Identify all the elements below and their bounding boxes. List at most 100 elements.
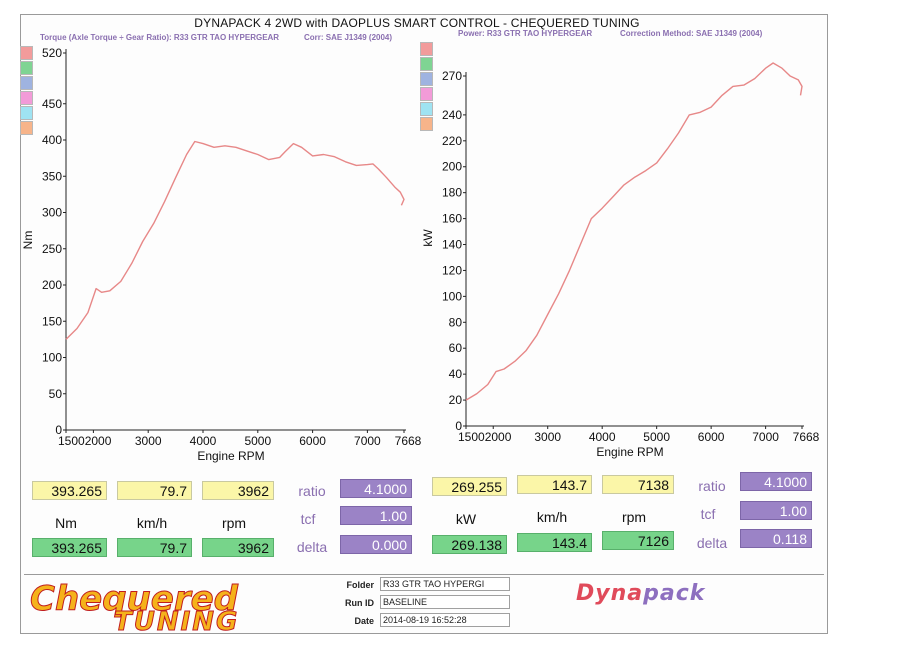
power-correction: Correction Method: SAE J1349 (2004) xyxy=(620,29,763,38)
peak-torque-value: 393.265 xyxy=(32,481,107,500)
dynapack-logo-part1: Dyna xyxy=(576,581,644,606)
y-tick-label: 160 xyxy=(442,212,462,226)
delta-value: 0.000 xyxy=(340,535,412,554)
power-legend-swatches xyxy=(420,42,433,132)
folder-value: R33 GTR TAO HYPERGI xyxy=(380,577,510,591)
y-tick-label: 220 xyxy=(442,134,462,148)
tcf-value: 1.00 xyxy=(340,506,412,525)
y-tick-label: 0 xyxy=(55,423,62,437)
y-tick-label: 180 xyxy=(442,186,462,200)
y-tick-label: 20 xyxy=(449,393,463,407)
run-id-value: BASELINE xyxy=(380,595,510,609)
y-tick-label: 450 xyxy=(42,97,62,111)
ratio-value: 4.1000 xyxy=(740,472,812,491)
report-footer: Chequered TUNING Folder R33 GTR TAO HYPE… xyxy=(24,574,824,638)
legend-swatch xyxy=(20,76,33,90)
peak-power-speed: 143.7 xyxy=(517,475,592,494)
y-tick-label: 350 xyxy=(42,169,62,183)
logo-text-bottom: TUNING xyxy=(113,607,240,638)
x-tick-label: 3000 xyxy=(534,430,561,444)
legend-swatch xyxy=(420,57,433,71)
date-label: Date xyxy=(354,616,374,626)
current-power-speed: 143.4 xyxy=(517,533,592,552)
unit-rpm: rpm xyxy=(221,515,247,531)
x-tick-label: 6000 xyxy=(299,434,326,448)
current-torque-value: 393.265 xyxy=(32,538,107,557)
tcf-value: 1.00 xyxy=(740,501,812,520)
x-tick-label: 7000 xyxy=(354,434,381,448)
current-torque-rpm: 3962 xyxy=(202,538,274,557)
unit-kw: kW xyxy=(455,511,477,527)
y-tick-label: 400 xyxy=(42,133,62,147)
x-tick-label: 4000 xyxy=(589,430,616,444)
legend-swatch xyxy=(20,91,33,105)
legend-swatch xyxy=(20,61,33,75)
x-tick-label: 5000 xyxy=(643,430,670,444)
dynapack-logo: Dynapack xyxy=(576,581,705,606)
current-torque-speed: 79.7 xyxy=(117,538,192,557)
ratio-value: 4.1000 xyxy=(340,479,412,498)
dynapack-logo-part2: pack xyxy=(643,581,706,606)
peak-torque-rpm: 3962 xyxy=(202,481,274,500)
legend-swatch xyxy=(420,42,433,56)
x-tick-label: 7000 xyxy=(752,430,779,444)
unit-nm: Nm xyxy=(55,515,77,531)
y-tick-label: 240 xyxy=(442,108,462,122)
report-title: DYNAPACK 4 2WD with DAOPLUS SMART CONTRO… xyxy=(194,16,640,30)
peak-power-value: 269.255 xyxy=(432,477,507,496)
tcf-label: tcf xyxy=(300,511,316,527)
y-tick-label: 0 xyxy=(455,419,462,433)
current-power-rpm: 7126 xyxy=(602,531,674,550)
y-tick-label: 200 xyxy=(442,160,462,174)
y-tick-label: 520 xyxy=(42,46,62,60)
x-axis-label: Engine RPM xyxy=(596,445,663,459)
folder-label: Folder xyxy=(346,580,374,590)
legend-swatch xyxy=(420,72,433,86)
power-subtitle: Power: R33 GTR TAO HYPERGEAR xyxy=(458,29,593,38)
legend-swatch xyxy=(20,121,33,135)
x-tick-label: 7668 xyxy=(395,434,422,448)
delta-label: delta xyxy=(696,535,728,551)
y-axis-label: kW xyxy=(421,229,435,247)
torque-correction: Corr: SAE J1349 (2004) xyxy=(304,33,393,42)
torque-legend-swatches xyxy=(20,46,33,136)
delta-label: delta xyxy=(296,539,328,555)
peak-torque-speed: 79.7 xyxy=(117,481,192,500)
ratio-label: ratio xyxy=(298,483,326,499)
run-id-label: Run ID xyxy=(345,598,374,608)
logo-text-top: Chequered xyxy=(30,579,239,620)
power-curve xyxy=(465,62,803,401)
y-tick-label: 250 xyxy=(42,242,62,256)
y-tick-label: 270 xyxy=(442,69,462,83)
legend-swatch xyxy=(420,117,433,131)
legend-swatch xyxy=(420,102,433,116)
y-tick-label: 200 xyxy=(42,278,62,292)
x-tick-label: 6000 xyxy=(698,430,725,444)
y-tick-label: 140 xyxy=(442,238,462,252)
legend-swatch xyxy=(20,106,33,120)
torque-subtitle: Torque (Axle Torque ÷ Gear Ratio): R33 G… xyxy=(40,33,280,42)
ratio-label: ratio xyxy=(698,478,726,494)
x-tick-label: 15002000 xyxy=(458,430,512,444)
y-tick-label: 100 xyxy=(442,289,462,303)
x-axis-label: Engine RPM xyxy=(197,449,264,463)
y-tick-label: 120 xyxy=(442,263,462,277)
legend-swatch xyxy=(20,46,33,60)
y-tick-label: 80 xyxy=(449,315,463,329)
peak-power-rpm: 7138 xyxy=(602,475,674,494)
y-tick-label: 300 xyxy=(42,206,62,220)
x-tick-label: 7668 xyxy=(793,430,820,444)
current-power-value: 269.138 xyxy=(432,535,507,554)
torque-curve xyxy=(65,140,405,340)
y-tick-label: 100 xyxy=(42,351,62,365)
x-tick-label: 5000 xyxy=(244,434,271,448)
chequered-tuning-logo: Chequered TUNING xyxy=(24,579,338,638)
y-axis-label: Nm xyxy=(21,231,35,250)
x-tick-label: 15002000 xyxy=(58,434,112,448)
unit-kmh: km/h xyxy=(536,509,568,525)
y-tick-label: 40 xyxy=(449,367,463,381)
y-tick-label: 150 xyxy=(42,314,62,328)
legend-swatch xyxy=(420,87,433,101)
date-value: 2014-08-19 16:52:28 xyxy=(380,613,510,627)
